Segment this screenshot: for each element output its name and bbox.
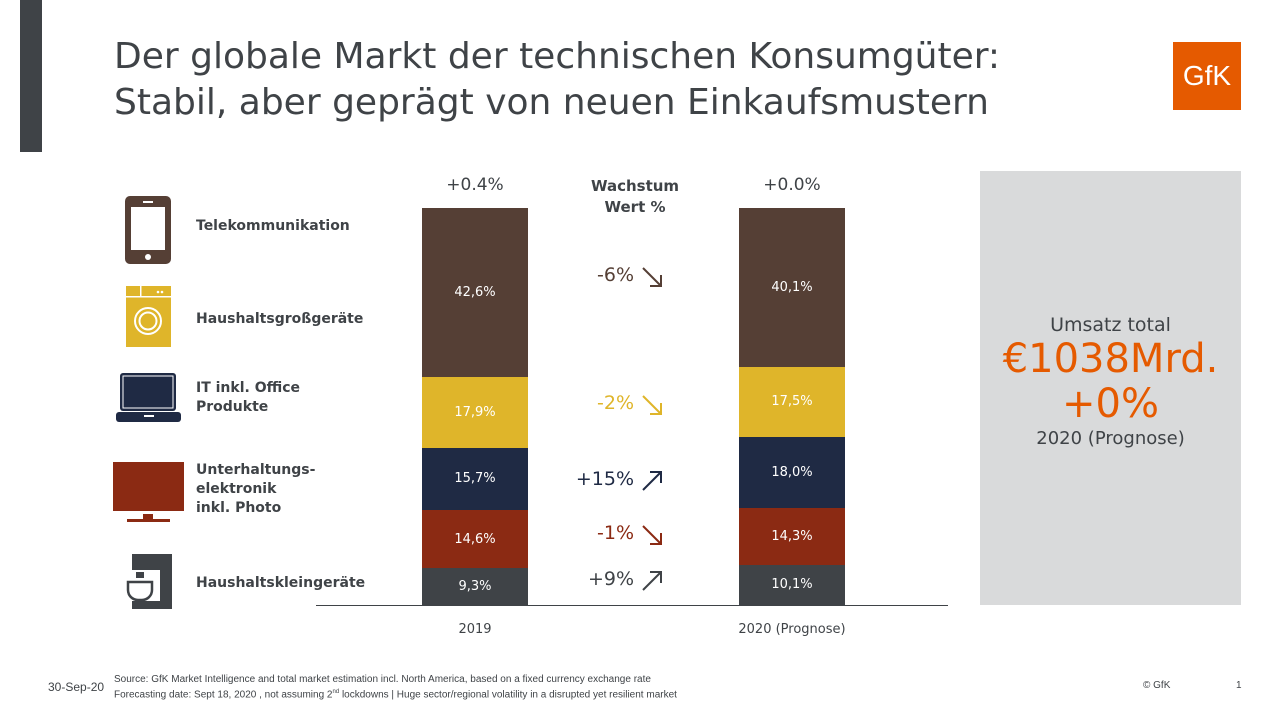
gfk-logo: GfK (1173, 42, 1241, 110)
source-line2b: lockdowns | Huge sector/regional volatil… (339, 689, 677, 701)
panel-change: +0% (1062, 381, 1159, 427)
total-revenue-panel: Umsatz total €1038Mrd. +0% 2020 (Prognos… (980, 171, 1241, 605)
source-sup: nd (332, 689, 340, 695)
category-label-line: inkl. Photo (196, 500, 282, 516)
bar-segment: 9,3% (422, 568, 528, 605)
growth-header-line2: Wert % (604, 198, 666, 216)
bar-segment: 40,1% (739, 208, 845, 368)
data-label: 15,7% (454, 471, 496, 487)
tv-icon (113, 462, 184, 522)
page-number: 1 (1236, 680, 1242, 691)
title-line-1: Der globale Markt der technischen Konsum… (114, 36, 1001, 77)
bar-segment: 15,7% (422, 447, 528, 511)
arrow-down-right-icon (642, 267, 662, 287)
growth-header-line1: Wachstum (590, 177, 680, 195)
bar-segment: 14,6% (422, 510, 528, 569)
source-line1: Source: GfK Market Intelligence and tota… (114, 674, 651, 685)
category-label-line: Produkte (196, 398, 269, 415)
data-label: 42,6% (454, 284, 496, 300)
bar-segment: 17,9% (422, 376, 528, 448)
growth-label: +15% (575, 468, 634, 490)
category-label-line: Haushaltskleingeräte (196, 575, 366, 591)
footer-source: Source: GfK Market Intelligence and tota… (114, 674, 677, 701)
x-axis-line (316, 605, 948, 606)
growth-label: -1% (597, 522, 634, 544)
data-label: 17,9% (454, 404, 496, 420)
growth-label: +9% (587, 568, 634, 590)
category-label-line: IT inkl. Office (196, 379, 301, 396)
panel-label: Umsatz total (1050, 314, 1171, 336)
bar-segment: 18,0% (739, 436, 845, 509)
accent-bar (20, 0, 42, 152)
source-line2a: Forecasting date: Sept 18, 2020 , not as… (114, 689, 333, 701)
data-label: 9,3% (458, 579, 492, 595)
category-label-line: Haushaltsgroßgeräte (196, 311, 364, 327)
arrow-down-right-icon (642, 395, 662, 415)
copyright: © GfK (1143, 680, 1171, 691)
data-label: 18,0% (771, 464, 813, 480)
category-label: Unterhaltungs-elektronik inkl. Photo (196, 461, 315, 518)
growth-label: -6% (597, 264, 634, 286)
arrow-up-right-icon (642, 471, 662, 491)
data-label: 14,6% (454, 531, 496, 547)
page-title: Der globale Markt der technischen Konsum… (114, 34, 1000, 126)
panel-period: 2020 (Prognose) (1036, 428, 1185, 449)
bar-segment: 42,6% (422, 207, 528, 377)
panel-value: €1038Mrd. (1002, 336, 1219, 382)
arrow-up-right-icon (642, 571, 662, 591)
washing-machine-icon (126, 286, 171, 347)
growth-label: -2% (597, 392, 634, 414)
title-line-2: Stabil, aber geprägt von neuen Einkaufsm… (114, 82, 989, 123)
data-label: 14,3% (771, 529, 813, 544)
x-tick-label: 2020 (Prognose) (738, 622, 846, 637)
bar-segment: 17,5% (739, 367, 845, 437)
coffee-machine-icon (126, 554, 172, 609)
data-label: 10,1% (771, 577, 813, 593)
x-tick-label: 2019 (458, 622, 492, 637)
bar-segment: 10,1% (739, 564, 845, 605)
growth-header: Wachstum Wert % (570, 176, 700, 218)
category-label-line: Unterhaltungs- (196, 462, 316, 478)
category-label: Haushaltskleingeräte (196, 574, 365, 593)
data-label: 40,1% (771, 280, 813, 296)
arrow-down-right-icon (642, 525, 662, 545)
category-label: Telekommunikation (196, 217, 350, 236)
category-label-line: elektronik (196, 481, 277, 497)
category-label-line: Telekommunikation (196, 218, 350, 234)
smartphone-icon (125, 196, 171, 264)
bar-segment: 14,3% (739, 508, 845, 565)
laptop-icon (116, 373, 181, 422)
category-label: IT inkl. Office Produkte (196, 379, 300, 417)
total-growth-label: +0.4% (446, 175, 504, 195)
footer-date: 30-Sep-20 (48, 680, 105, 694)
total-growth-label: +0.0% (763, 175, 821, 195)
data-label: 17,5% (771, 394, 813, 410)
category-label: Haushaltsgroßgeräte (196, 310, 363, 329)
